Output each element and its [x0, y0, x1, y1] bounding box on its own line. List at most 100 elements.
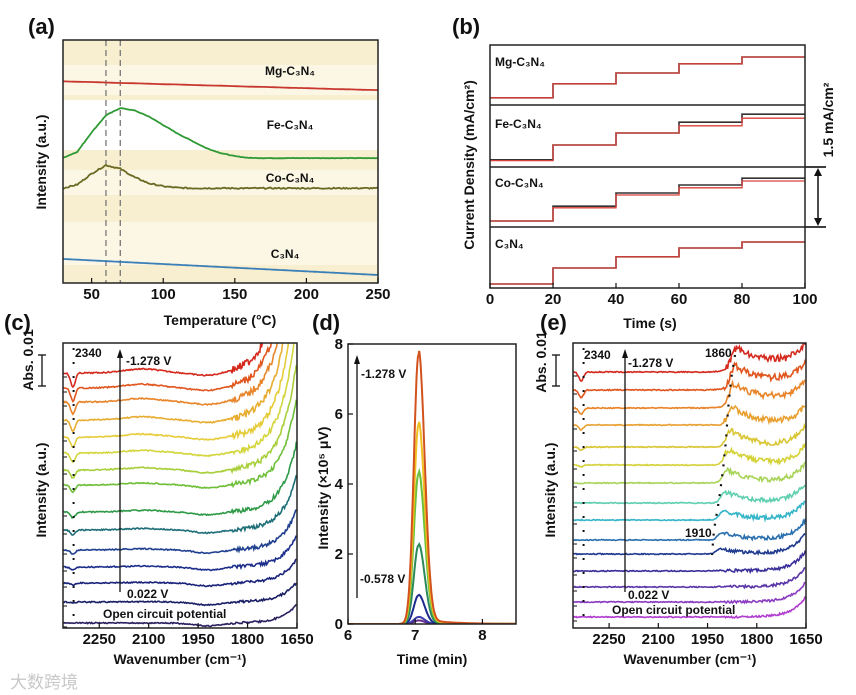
spectrum-line: [63, 343, 284, 433]
x-axis-b-tick-label: 20: [545, 291, 562, 308]
annotation-ocp-c: Open circuit potential: [103, 607, 226, 621]
scale-bar-label-b: 1.5 mA/cm²: [820, 82, 836, 157]
step-line-black: [490, 241, 805, 285]
annotation-top-e: -1.278 V: [628, 356, 673, 370]
x-axis-e-tick-label: 1650: [789, 631, 822, 648]
spectrum-line: [573, 343, 806, 382]
panel-label-e: (e): [540, 310, 567, 335]
plot-frame: [489, 44, 806, 289]
annotation-ocp-e: Open circuit potential: [612, 603, 735, 617]
x-axis-b-tick-label: 80: [734, 291, 751, 308]
x-axis-b-tick-label: 0: [486, 291, 494, 308]
plot-frame: [62, 39, 379, 284]
background-band: [63, 170, 378, 195]
spectrum-line: [573, 550, 806, 575]
panel-label-a: (a): [28, 14, 55, 39]
spectrum-line: [63, 343, 290, 448]
x-axis-b-tick-label: 40: [608, 291, 625, 308]
x-axis-d-tick-label: 6: [344, 627, 352, 644]
series-line: [63, 258, 378, 276]
spectrum-line: [573, 581, 806, 605]
panel-label-fe: Fe-C₃N₄: [495, 117, 542, 131]
peak-shift-dotted-line: [710, 354, 737, 556]
spectrum-line: [63, 343, 264, 389]
y-axis-label-d: Intensity (×10⁵ μV): [315, 427, 331, 550]
spectrum-line: [573, 500, 806, 523]
chart-a: 50 100 150 200 250: [62, 39, 391, 303]
background-band: [63, 195, 378, 222]
spectrum-line: [573, 443, 806, 469]
annotation-bottom-d: -0.578 V: [360, 572, 405, 586]
y-axis-d-tick-label: 4: [335, 476, 344, 493]
background-band: [63, 65, 378, 95]
x-axis-c-tick-label: 2250: [83, 631, 116, 648]
series-line: [63, 107, 378, 160]
x-axis-c-tick-label: 1650: [280, 631, 313, 648]
x-axis-label-e: Wavenumber (cm⁻¹): [624, 651, 757, 667]
background-band: [63, 150, 378, 170]
plot-frame: [62, 342, 298, 629]
x-axis-c-tick-label: 1950: [181, 631, 214, 648]
spectrum-line: [63, 343, 295, 464]
series-label-co: Co-C₃N₄: [266, 171, 315, 185]
spectrum-line: [573, 518, 806, 542]
spectrum-line: [63, 364, 297, 479]
x-axis-a-tick-label: 50: [83, 286, 100, 303]
peak-label-1860: 1860: [705, 346, 732, 360]
y-axis-d-tick-label: 2: [335, 546, 343, 563]
x-axis-d-tick-label: 8: [478, 627, 486, 644]
series-label-fe: Fe-C₃N₄: [267, 118, 314, 132]
chart-e: 2250 2100 1950 1800 1650: [552, 342, 823, 648]
y-axis-label-c: Intensity (a.u.): [33, 443, 49, 538]
x-axis-label-b: Time (s): [623, 315, 676, 331]
scale-label-c: Abs. 0.01: [20, 329, 36, 391]
background-band: [63, 265, 378, 283]
spectrum-line: [63, 509, 297, 555]
x-axis-a-tick-label: 150: [222, 286, 247, 303]
spectrum-line: [573, 404, 806, 432]
panel-label-mg: Mg-C₃N₄: [495, 55, 545, 69]
peak-label-1910: 1910: [685, 526, 712, 540]
potential-arrowhead: [117, 349, 123, 358]
x-axis-label-c: Wavenumber (cm⁻¹): [114, 651, 247, 667]
series-group: [63, 80, 378, 276]
panel-label-co: Co-C₃N₄: [495, 176, 544, 190]
y-axis-d-tick-label: 6: [335, 406, 343, 423]
spectra-group: [573, 343, 806, 619]
x-axis-d-tick-label: 7: [411, 627, 419, 644]
panel-label-d: (d): [312, 310, 340, 335]
background-band: [63, 40, 378, 65]
chart-d: 6 7 8 0 2 4 6 8: [335, 336, 517, 644]
chart-b: 0 20 40 60 80 100: [486, 44, 826, 308]
chart-c: 2250 2100 1950 1800 1650: [38, 342, 314, 648]
spectrum-line: [63, 343, 273, 403]
spectrum-line: [573, 461, 806, 485]
spectrum-line: [573, 422, 806, 452]
x-axis-b-tick-label: 100: [792, 291, 817, 308]
spectrum-line: [63, 343, 278, 416]
panel-label-b: (b): [452, 14, 480, 39]
spectrum-line: [63, 441, 297, 519]
x-axis-a-tick-label: 250: [365, 286, 390, 303]
series-label-c3n4: C₃N₄: [271, 247, 300, 261]
step-line-red: [490, 180, 805, 222]
spectra-group: [63, 343, 297, 628]
x-axis-e-tick-label: 1800: [740, 631, 773, 648]
y-axis-d-tick-label: 8: [335, 336, 343, 353]
x-axis-label-d: Time (min): [397, 651, 468, 667]
plot-frame: [572, 342, 807, 629]
marker-label-2340-e: 2340: [584, 348, 611, 362]
series-line: [63, 163, 378, 190]
panel-label-c: (c): [4, 310, 31, 335]
spectrum-line: [63, 399, 297, 494]
x-axis-label-a: Temperature (°C): [164, 312, 277, 328]
x-axis-c-tick-label: 2100: [132, 631, 165, 648]
marker-label-2340-c: 2340: [75, 346, 102, 360]
spectrum-line: [573, 484, 806, 505]
series-line: [63, 80, 378, 91]
potential-arrowhead: [354, 355, 360, 364]
panel-label-c3n4: C₃N₄: [495, 237, 524, 251]
x-axis-e-tick-label: 2250: [592, 631, 625, 648]
y-axis-d-tick-label: 0: [335, 616, 343, 633]
